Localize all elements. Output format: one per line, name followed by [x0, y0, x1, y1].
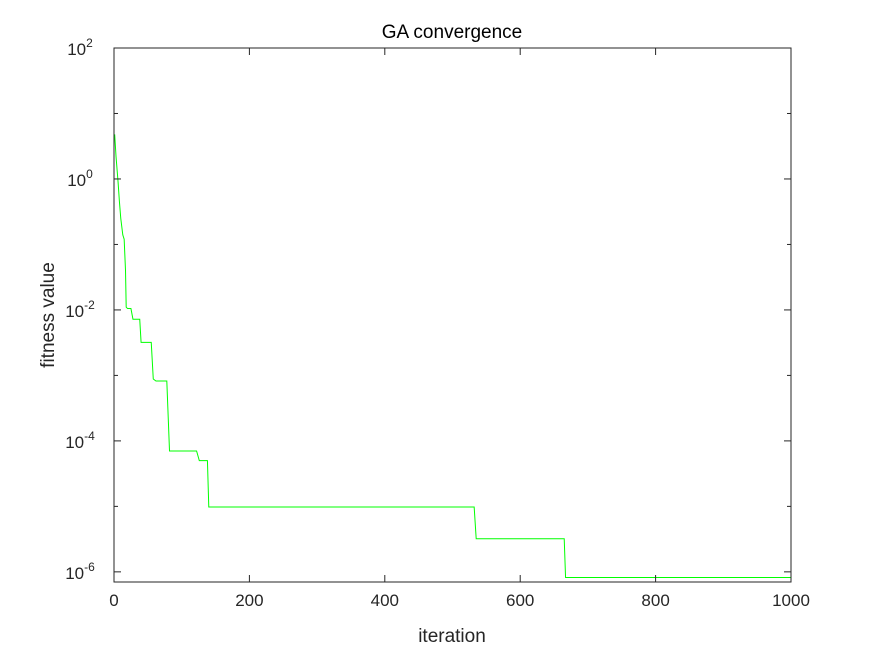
y-tick-label-exponent: -2 — [84, 298, 95, 312]
x-tick-label: 1000 — [772, 591, 810, 610]
y-tick-label-exponent: 0 — [86, 167, 93, 181]
x-tick-label: 400 — [371, 591, 399, 610]
plot-area — [114, 48, 791, 582]
chart-title: GA convergence — [382, 22, 522, 43]
y-tick-label-base: 10 — [67, 171, 86, 190]
y-tick-label: 10-4 — [65, 429, 95, 452]
y-tick-label: 102 — [67, 36, 93, 59]
y-tick-label-exponent: -6 — [84, 560, 95, 574]
x-tick-label: 0 — [109, 591, 118, 610]
y-tick-label-base: 10 — [65, 433, 84, 452]
x-tick-label: 800 — [641, 591, 669, 610]
series-layer — [114, 134, 791, 578]
fitness-series-line — [114, 134, 791, 578]
y-tick-label-exponent: 2 — [86, 36, 93, 50]
y-tick-label-base: 10 — [67, 40, 86, 59]
y-tick-label: 10-2 — [65, 298, 95, 321]
plot-frame — [113, 47, 792, 583]
y-tick-label: 100 — [67, 167, 93, 190]
x-axis-label: iteration — [418, 626, 486, 647]
y-axis-label: fitness value — [38, 262, 59, 368]
x-tick-label: 600 — [506, 591, 534, 610]
y-tick-label-base: 10 — [65, 302, 84, 321]
y-tick-label-base: 10 — [65, 564, 84, 583]
x-tick-label: 200 — [235, 591, 263, 610]
y-tick-label: 10-6 — [65, 560, 95, 583]
y-tick-label-exponent: -4 — [84, 429, 95, 443]
